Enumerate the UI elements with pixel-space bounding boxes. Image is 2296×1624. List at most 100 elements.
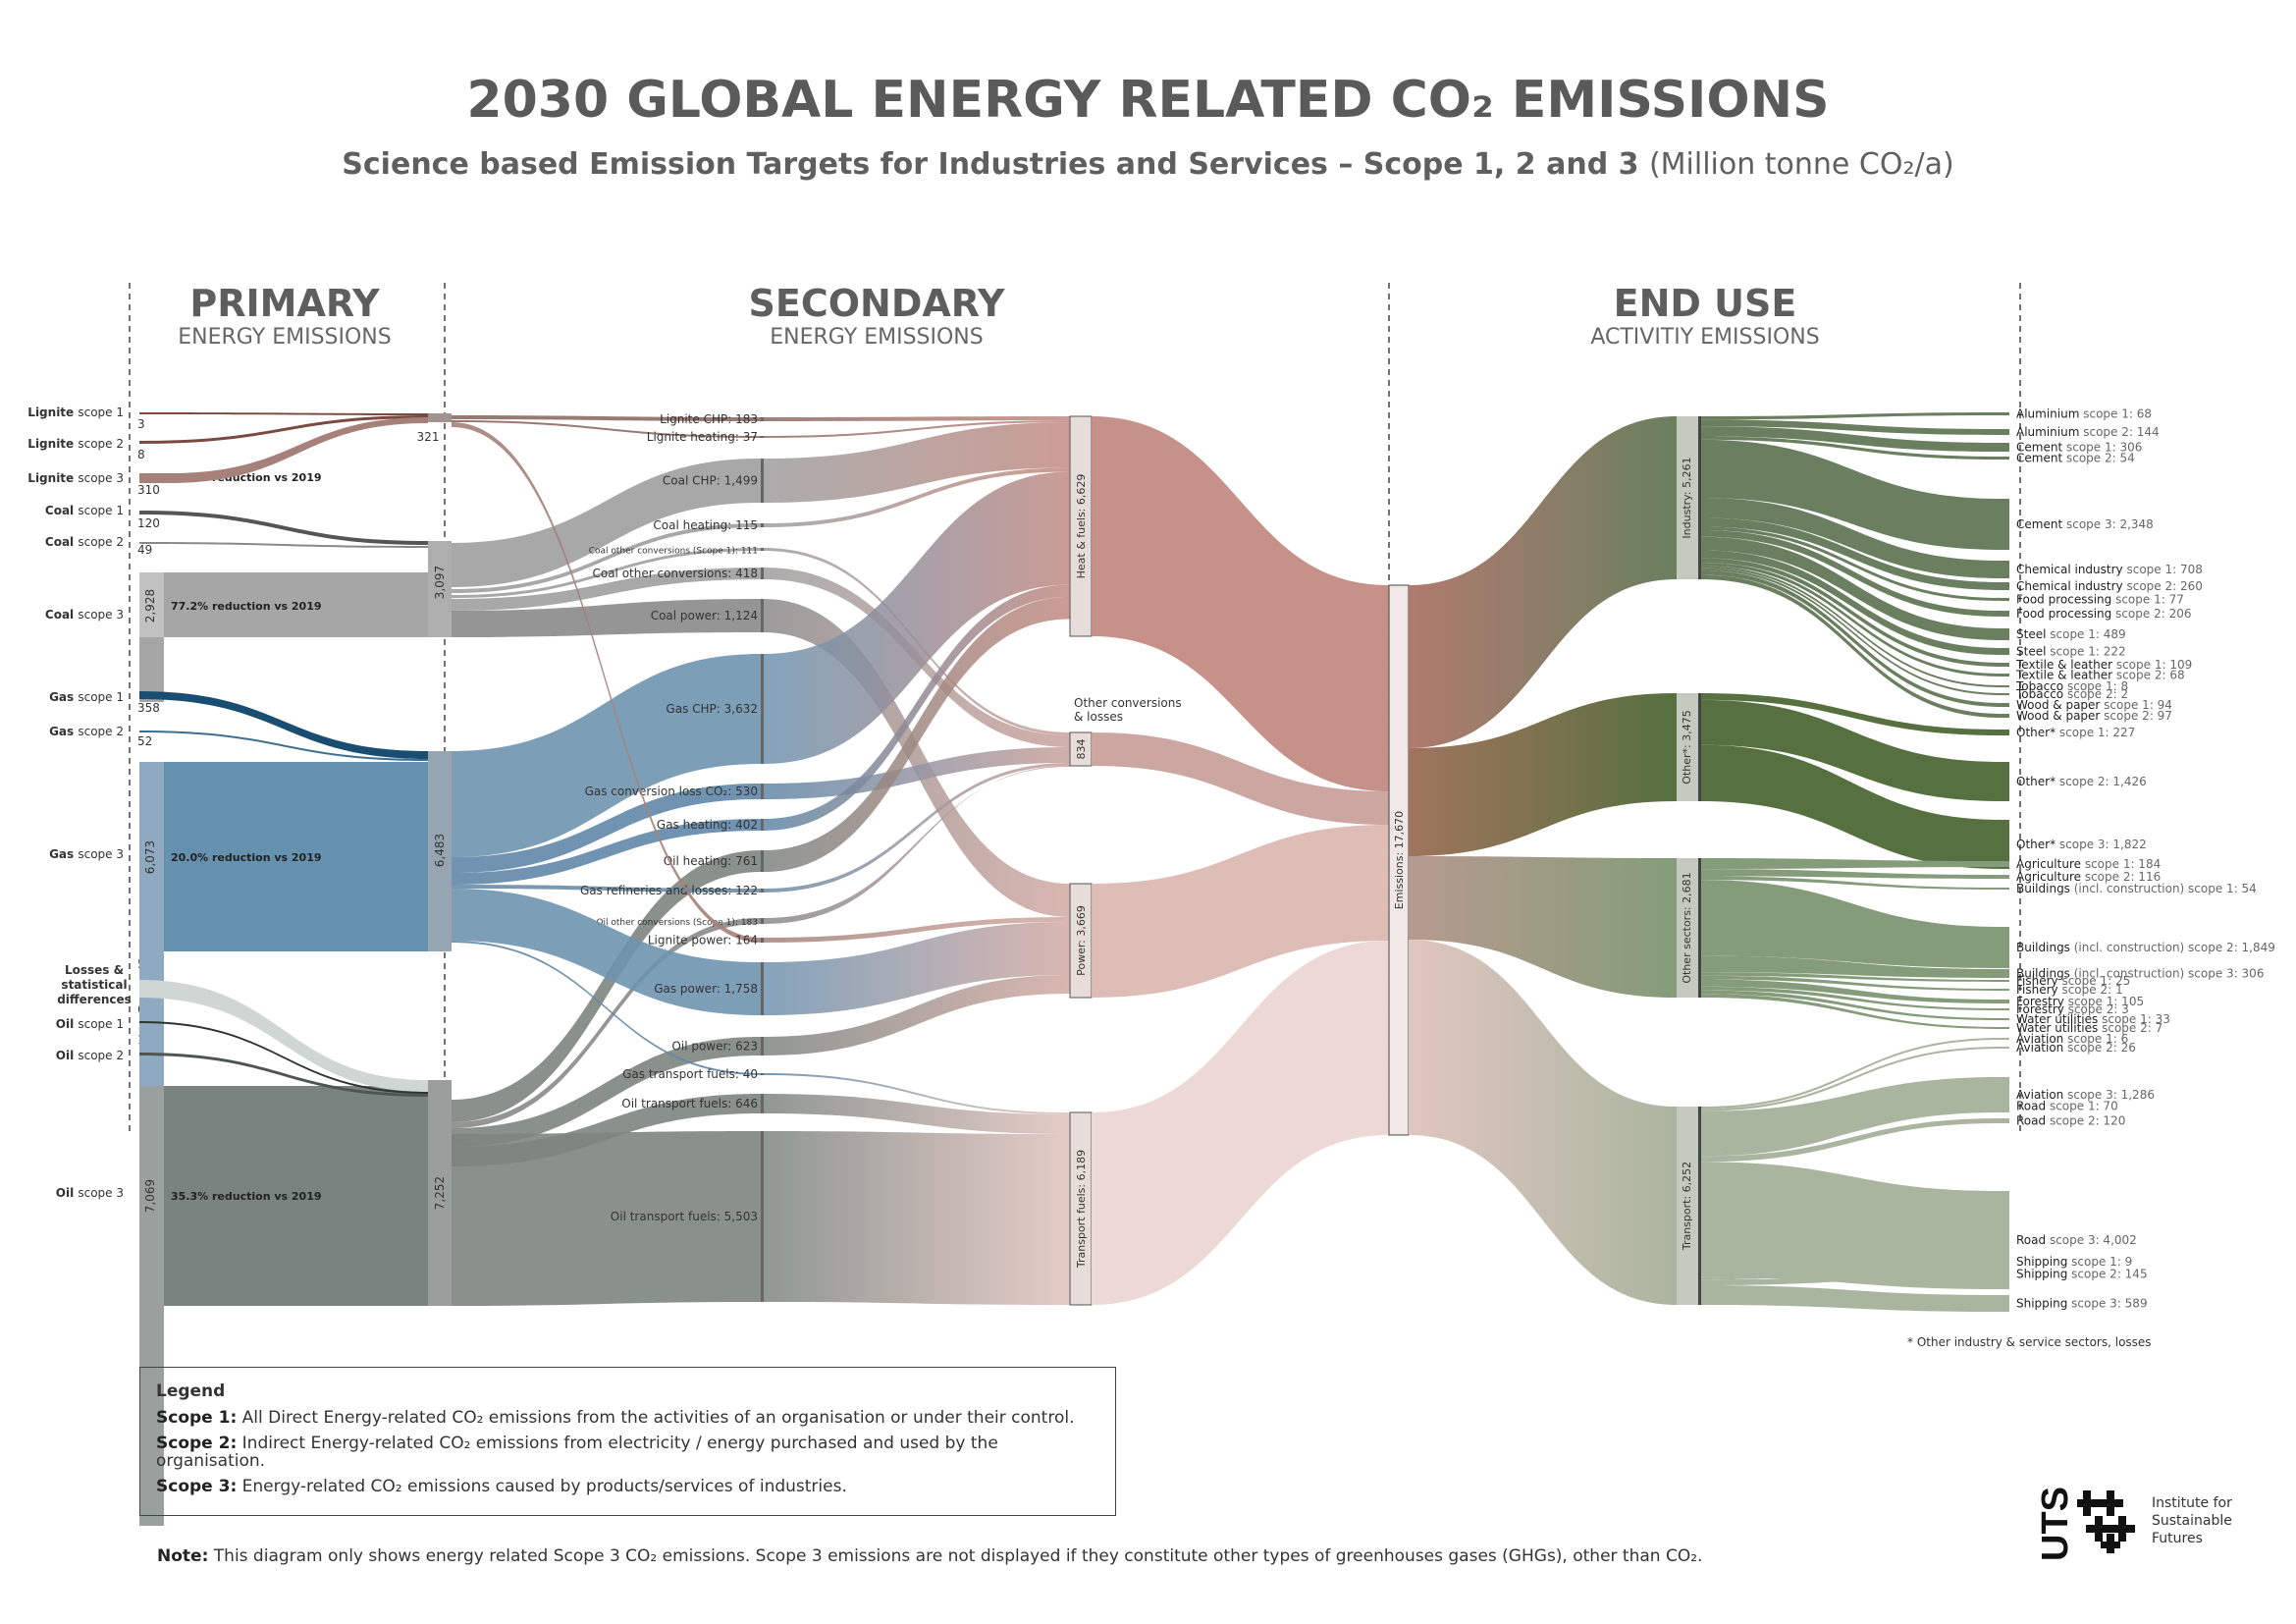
legend-scope-3: Scope 3: Energy-related CO₂ emissions ca… [156,1478,1099,1495]
primary-source-value: 49 [137,543,152,557]
end-use-item-label: Buildings (incl. construction) scope 3: … [2016,967,2264,981]
end-use-item-bar [2002,1077,2009,1112]
secondary-flow-bar [761,654,764,764]
end-use-item-bar [2002,1118,2009,1123]
end-use-item-label: Other* scope 1: 227 [2016,726,2135,739]
secondary-to-node-flow [764,917,1070,943]
end-use-item-flow [1701,990,2002,1020]
legend-scope-1: Scope 1: All Direct Energy-related CO₂ e… [156,1409,1099,1427]
end-use-item-label: Chemical industry scope 2: 260 [2016,579,2203,593]
primary-total-bar-tint [428,751,452,951]
secondary-flow-label: Lignite CHP: 183 [660,412,758,426]
end-use-item-label: Textile & leather scope 2: 68 [2015,669,2185,682]
column-subtitle: ENERGY EMISSIONS [178,325,391,350]
end-use-item-flow [1701,412,2002,420]
primary-reduction-note: 35.3% reduction vs 2019 [171,1190,322,1203]
end-use-item-flow [1701,975,2002,991]
end-use-item-bar [2002,1038,2009,1040]
end-use-item-bar [2002,861,2009,867]
end-use-item-flow [1701,1105,2002,1157]
legend-key: Scope 3: [156,1477,238,1496]
primary-source-label: statistical [61,978,127,992]
end-use-item-bar [2002,888,2009,890]
secondary-flow-bar [761,819,764,831]
note: Note: This diagram only shows energy rel… [157,1546,1702,1566]
secondary-flow-in [452,599,761,637]
emissions-to-sector-flow [1409,416,1677,748]
emissions-to-sector-flow [1409,693,1677,856]
end-use-item-bar [2002,730,2009,735]
node-to-emissions-flow [1092,732,1389,825]
end-use-sector-bar [1677,858,1698,998]
secondary-flow-label: Oil transport fuels: 5,503 [611,1210,758,1223]
end-use-item-flow [1701,699,2002,801]
end-use-item-label: Aviation scope 2: 26 [2016,1041,2136,1055]
end-use-item-flow [1701,526,2002,601]
end-use-sector-edge [1698,1107,1701,1305]
secondary-flow-bar [761,523,764,527]
end-use-item-label: Other* scope 2: 1,426 [2016,775,2147,788]
secondary-to-node-flow [764,1094,1070,1134]
end-use-item-bar [2002,703,2009,707]
primary-coal-scope3-band [164,572,447,637]
secondary-flow-in [452,420,761,438]
primary-scope3-bar-label: 2,928 [143,589,157,623]
secondary-to-node-flow [764,584,1070,831]
end-use-item-bar [2002,412,2009,415]
secondary-to-node-flow [764,420,1070,438]
primary-total-label: 3,097 [433,566,447,599]
end-use-item-label: Chemical industry scope 1: 708 [2016,563,2203,576]
end-use-item-label: Aluminium scope 1: 68 [2016,407,2152,421]
emissions-to-sector-flow [1409,940,1677,1305]
secondary-to-node-flow [764,766,1070,924]
secondary-flow-in [452,1131,761,1306]
primary-oil-scope3-band [164,1086,447,1306]
end-use-item-bar [2002,1191,2009,1289]
primary-total-bar [428,541,452,637]
end-use-item-flow [1701,536,2002,640]
primary-source-label: Coal scope 2 [45,535,124,549]
secondary-flow-label: Gas heating: 402 [657,818,758,832]
legend-text: All Direct Energy-related CO₂ emissions … [241,1408,1075,1428]
end-use-item-bar [2002,1295,2009,1312]
end-use-item-label: Agriculture scope 1: 184 [2016,857,2161,871]
secondary-flow-bar [761,436,764,438]
end-use-item-flow [1701,517,2002,590]
secondary-to-node-flow [764,596,1070,872]
end-use-item-flow [1701,529,2002,617]
column-title: PRIMARY [189,282,380,325]
primary-coal-scope3-bar [139,572,164,637]
end-use-item-bar [2002,685,2009,687]
secondary-to-node-flow [764,422,1070,503]
primary-source-value: 8 [137,448,145,461]
primary-total-bar-tint [428,541,452,637]
end-use-item-flow [1701,1272,2002,1286]
flow-gas-scope1 [139,691,428,759]
end-use-item-bar [2002,648,2009,655]
end-use-item-flow [1701,869,2002,879]
end-use-item-flow [1701,986,2002,1010]
legend-scope-2: Scope 2: Indirect Energy-related CO₂ emi… [156,1435,1099,1470]
primary-reduction-note: 77.2% reduction vs 2019 [171,600,322,613]
end-use-item-bar [2002,598,2009,601]
primary-total-label: 321 [417,430,440,444]
end-use-item-label: Water utilities scope 1: 33 [2016,1012,2170,1026]
end-use-item-bar [2002,1047,2009,1049]
secondary-flow-label: Gas conversion loss CO₂: 530 [585,785,758,798]
end-use-item-bar [2002,693,2009,695]
end-use-sector-bar [1677,416,1698,579]
secondary-flow-in [452,548,761,598]
flow-coal-scope2 [139,542,428,548]
end-use-sector-label: Industry: 5,261 [1681,457,1693,538]
end-use-item-flow [1701,568,2002,695]
primary-source-label: Losses & [65,963,124,977]
end-use-item-flow [1701,1162,2002,1289]
secondary-node-caption: & losses [1074,710,1123,724]
flow-oil-scope2 [139,1053,428,1097]
secondary-to-node-flow [764,1073,1070,1114]
secondary-to-node-flow [764,416,1070,421]
secondary-flow-bar [761,918,764,924]
node-to-emissions-flow [1092,416,1389,791]
end-use-item-flow [1701,426,2002,452]
secondary-to-node-flow [764,747,1070,799]
